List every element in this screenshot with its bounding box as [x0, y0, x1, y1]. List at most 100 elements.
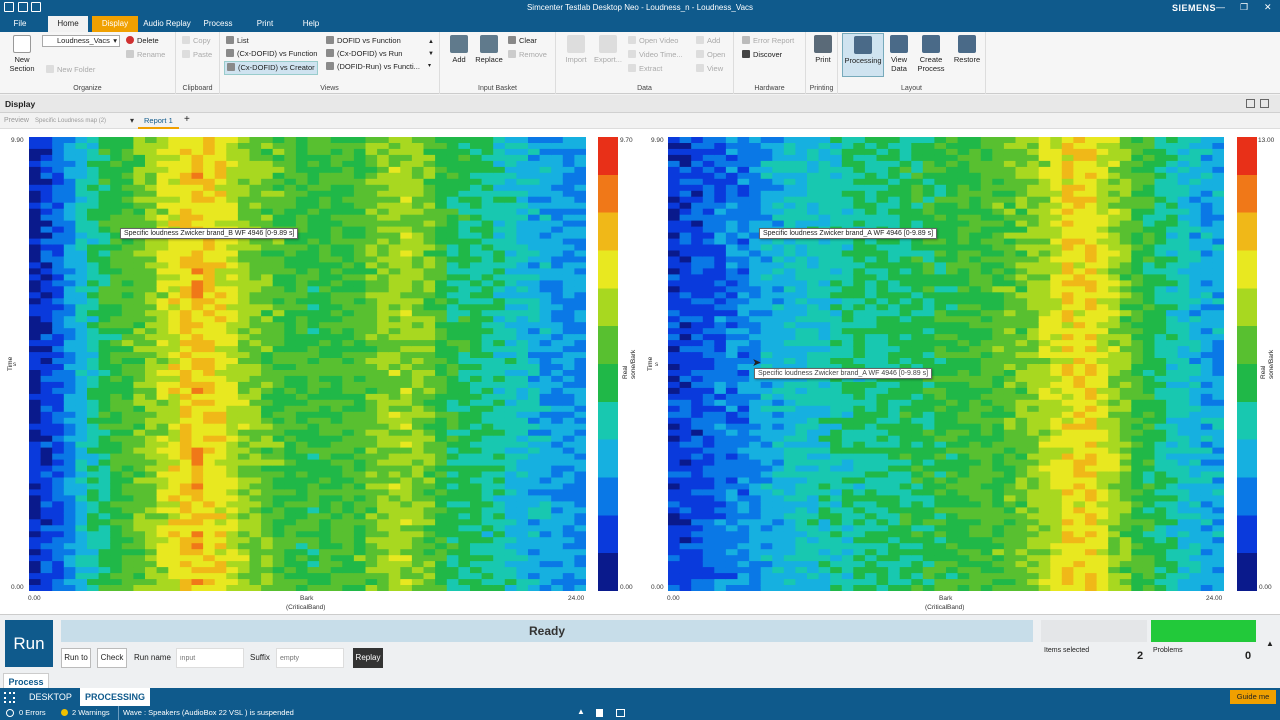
view-dofid-function[interactable]: DOFID vs Function	[326, 36, 401, 46]
print-quick-icon[interactable]	[31, 2, 41, 12]
copy-button[interactable]: Copy	[182, 36, 211, 46]
suffix-input[interactable]	[276, 648, 344, 668]
open-video-button[interactable]: Open Video	[628, 36, 678, 46]
error-report-button[interactable]: Error Report	[742, 36, 794, 46]
remove-basket-button[interactable]: Remove	[508, 50, 547, 60]
run-button[interactable]: Run	[5, 620, 53, 667]
problems-count: 0	[1245, 650, 1252, 662]
x-axis-unit: (CriticalBand)	[286, 604, 326, 611]
nav-processing[interactable]: PROCESSING	[80, 688, 151, 706]
colorbar-min: 0.00	[1259, 584, 1272, 591]
view-cx-dofid-run[interactable]: (Cx-DOFID) vs Run	[326, 49, 402, 59]
restore-layout-icon	[958, 35, 976, 53]
loudness-map-svg	[668, 137, 1224, 591]
arrow-up-icon[interactable]: ▲	[577, 707, 585, 716]
discover-button[interactable]: Discover	[742, 50, 782, 60]
collapse-panel-icon[interactable]: ▲	[1266, 639, 1274, 648]
tab-process[interactable]: Process	[3, 673, 49, 689]
menu-process[interactable]: Process	[203, 19, 233, 28]
grid-icon	[326, 49, 334, 57]
new-section-button[interactable]: New Section	[6, 35, 38, 73]
colorbar-label: Real	[622, 365, 629, 379]
colorbar	[598, 137, 618, 591]
close-icon[interactable]: ✕	[1264, 2, 1272, 12]
y-axis-label: Time	[647, 356, 654, 371]
x-axis-label: Bark	[300, 595, 314, 602]
views-expand-icon[interactable]: ▾	[428, 63, 432, 69]
add-basket-button[interactable]: Add	[446, 35, 472, 64]
y-axis-unit: s	[13, 361, 17, 368]
data-view-button[interactable]: View	[696, 64, 723, 74]
menu-help[interactable]: Help	[302, 19, 320, 28]
views-scroll-down-icon[interactable]: ▼	[428, 51, 434, 57]
warnings-count[interactable]: 2 Warnings	[72, 708, 110, 717]
problems-label: Problems	[1153, 647, 1183, 654]
window-title: Simcenter Testlab Desktop Neo - Loudness…	[526, 3, 754, 12]
extract-button[interactable]: Extract	[628, 64, 662, 74]
specific-loudness-map-brand-a[interactable]	[668, 137, 1224, 591]
menu-print[interactable]: Print	[256, 19, 274, 28]
run-to-button[interactable]: Run to	[61, 648, 91, 668]
colorbar-min: 0.00	[620, 584, 633, 591]
nav-desktop[interactable]: DESKTOP	[29, 692, 72, 702]
restore-icon[interactable]: ❐	[1240, 2, 1249, 12]
paste-button[interactable]: Paste	[182, 50, 212, 60]
plus-icon	[696, 36, 704, 44]
errors-count[interactable]: 0 Errors	[19, 708, 46, 717]
x-axis-unit: (CriticalBand)	[925, 604, 965, 611]
y-tick-min: 0.00	[11, 584, 24, 591]
preview-label: Preview	[4, 117, 29, 124]
video-icon	[628, 36, 636, 44]
check-button[interactable]: Check	[97, 648, 127, 668]
restore-layout-button[interactable]: Restore	[950, 35, 984, 64]
split-view-icon[interactable]	[1246, 99, 1255, 108]
loudness-map-svg	[29, 137, 586, 591]
view-cx-dofid-creator[interactable]: (Cx-DOFID) vs Creator	[224, 61, 318, 75]
view-list[interactable]: List	[226, 36, 249, 46]
menu-audio-replay[interactable]: Audio Replay	[143, 19, 191, 28]
print-button[interactable]: Print	[810, 35, 836, 64]
views-scroll-up-icon[interactable]: ▲	[428, 39, 434, 45]
replay-button[interactable]: Replay	[353, 648, 383, 668]
view-dofid-run-function[interactable]: (DOFID-Run) vs Functi...	[326, 62, 420, 72]
hover-tooltip: Specific loudness Zwicker brand_A WF 494…	[754, 368, 933, 379]
single-view-icon[interactable]	[1260, 99, 1269, 108]
import-button[interactable]: Import	[560, 35, 592, 64]
replace-basket-button[interactable]: Replace	[474, 35, 504, 64]
tab-report-1[interactable]: Report 1	[138, 113, 179, 129]
warning-icon	[61, 709, 68, 716]
run-name-input[interactable]	[176, 648, 244, 668]
rename-button[interactable]: Rename	[126, 50, 165, 60]
apps-grid-icon[interactable]	[4, 692, 15, 703]
rename-icon	[126, 50, 134, 58]
processing-layout-button[interactable]: Processing	[842, 33, 884, 77]
data-add-button[interactable]: Add	[696, 36, 720, 46]
save-icon[interactable]	[18, 2, 28, 12]
view-cx-dofid-function[interactable]: (Cx-DOFID) vs Function	[226, 49, 317, 59]
specific-loudness-map-brand-b[interactable]	[29, 137, 586, 591]
data-open-button[interactable]: Open	[696, 50, 725, 60]
display-title: Display	[5, 99, 36, 109]
clear-basket-button[interactable]: Clear	[508, 36, 537, 46]
add-tab-button[interactable]: +	[184, 114, 190, 125]
chevron-down-icon: ▾	[113, 36, 117, 45]
video-time-button[interactable]: Video Time...	[628, 50, 683, 60]
paste-icon	[182, 50, 190, 58]
preview-tab[interactable]: Specific Loudness map (2) ▾	[35, 116, 134, 125]
create-process-button[interactable]: Create Process	[914, 35, 948, 73]
minimize-icon[interactable]: —	[1216, 2, 1225, 12]
trash-icon[interactable]	[596, 709, 603, 717]
copy-status-icon[interactable]	[616, 709, 625, 717]
menu-file[interactable]: File	[13, 19, 27, 28]
organize-combo[interactable]: Loudness_Vacs ▾	[42, 35, 120, 47]
status-divider	[118, 706, 119, 720]
grid-icon	[326, 62, 334, 70]
export-button[interactable]: Export...	[592, 35, 624, 64]
guide-me-button[interactable]: Guide me	[1230, 690, 1276, 704]
menu-home[interactable]: Home	[48, 16, 88, 32]
delete-button[interactable]: Delete	[126, 36, 159, 46]
new-folder-button[interactable]: New Folder	[46, 65, 95, 75]
colorbar	[1237, 137, 1257, 591]
menu-display[interactable]: Display	[92, 16, 138, 32]
view-data-button[interactable]: View Data	[886, 35, 912, 73]
